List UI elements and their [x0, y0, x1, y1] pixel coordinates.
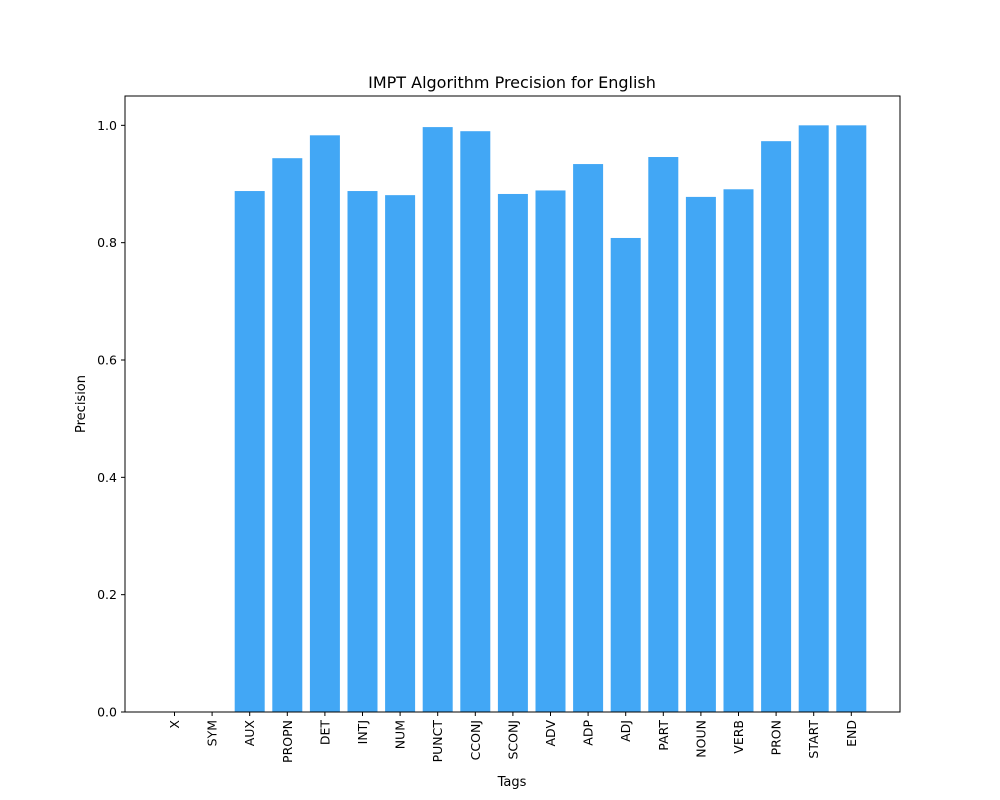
x-tick-label: AUX [242, 720, 257, 747]
y-tick-label: 1.0 [97, 118, 117, 133]
y-tick-label: 0.4 [97, 470, 117, 485]
x-tick-label: CCONJ [468, 720, 483, 760]
chart-title: IMPT Algorithm Precision for English [368, 73, 656, 92]
bar-adp [573, 164, 604, 712]
x-tick-label: ADV [543, 720, 558, 747]
x-tick-label: END [844, 720, 859, 747]
x-tick-label: PUNCT [430, 720, 445, 763]
bar-aux [234, 191, 265, 713]
bar-part [648, 157, 679, 713]
bar-pron [761, 141, 792, 712]
bar-punct [422, 127, 453, 713]
bar-noun [685, 196, 716, 712]
y-tick-label: 0.8 [97, 235, 117, 250]
x-axis-ticks: X SYM AUX PROPN DET INTJ NUM PUNCT CCONJ SCONJ ADV… [167, 712, 859, 763]
x-tick-label: PRON [769, 720, 784, 755]
x-tick-label: SCONJ [505, 720, 520, 760]
bar-det [309, 135, 340, 713]
x-tick-label: INTJ [355, 720, 370, 744]
x-tick-label: START [806, 720, 821, 759]
bar-verb [723, 189, 754, 712]
y-tick-label: 0.2 [97, 587, 117, 602]
y-tick-label: 0.0 [97, 705, 117, 720]
bar-adj [610, 237, 641, 712]
bar-cconj [460, 131, 491, 712]
x-tick-label: NOUN [693, 720, 708, 758]
bar-adv [535, 190, 566, 712]
bar-propn [272, 158, 303, 713]
bar-intj [347, 191, 378, 713]
x-tick-label: PART [656, 720, 671, 751]
x-tick-label: SYM [205, 720, 220, 746]
x-tick-label: DET [317, 720, 332, 746]
bars-group [234, 125, 867, 713]
bar-start [798, 125, 829, 713]
x-tick-label: VERB [731, 720, 746, 754]
y-axis-ticks: 0.0 0.2 0.4 0.6 0.8 1.0 [97, 118, 125, 720]
x-tick-label: NUM [393, 720, 408, 749]
bar-num [385, 195, 416, 712]
bar-end [836, 125, 867, 713]
x-axis-label: Tags [497, 775, 527, 790]
x-tick-label: PROPN [280, 720, 295, 763]
bar-sconj [497, 193, 528, 712]
x-tick-label: X [167, 720, 182, 729]
x-tick-label: ADP [581, 720, 596, 746]
x-tick-label: ADJ [618, 720, 633, 742]
y-tick-label: 0.6 [97, 353, 117, 368]
y-axis-label: Precision [74, 375, 89, 433]
